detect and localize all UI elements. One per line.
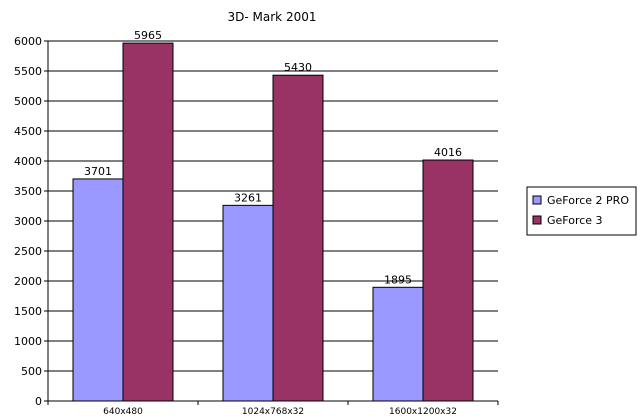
legend: GeForce 2 PRO GeForce 3 [526, 186, 637, 236]
y-tick-label: 6000 [14, 35, 42, 48]
y-tick-label: 1500 [14, 305, 42, 318]
y-tick-label: 3000 [14, 215, 42, 228]
y-tick-label: 5500 [14, 65, 42, 78]
y-tick-label: 1000 [14, 335, 42, 348]
bars-layer: 3701 5965 3261 5430 1895 4016 [72, 29, 474, 402]
bar [222, 204, 274, 402]
y-tick-label: 2500 [14, 245, 42, 258]
legend-label: GeForce 2 PRO [547, 194, 629, 207]
bar [122, 42, 174, 402]
x-tick-label: 640x480 [103, 407, 143, 417]
bar [372, 286, 424, 402]
x-tick-label: 1024x768x32 [242, 407, 304, 417]
y-tick-label: 4000 [14, 155, 42, 168]
legend-swatch [532, 215, 542, 225]
chart-title: 3D- Mark 2001 [228, 10, 317, 24]
bar [72, 178, 124, 402]
data-label: 5965 [134, 29, 162, 42]
legend-label: GeForce 3 [547, 214, 603, 227]
data-label: 5430 [284, 61, 312, 74]
y-tick-label: 0 [35, 395, 42, 408]
data-label: 1895 [384, 273, 412, 286]
y-tick-label: 500 [21, 365, 42, 378]
y-tick-label: 4500 [14, 125, 42, 138]
data-label: 3701 [84, 165, 112, 178]
data-label: 4016 [434, 146, 462, 159]
y-tick-label: 3500 [14, 185, 42, 198]
bar [422, 159, 474, 402]
data-label: 3261 [234, 191, 262, 204]
axes-layer: 0 500 1000 1500 2000 2500 3000 3500 4000 4500 5000… [14, 35, 499, 417]
y-tick-label: 2000 [14, 275, 42, 288]
legend-swatch [532, 195, 542, 205]
x-tick-label: 1600x1200x32 [389, 407, 457, 417]
bar [272, 74, 324, 402]
y-tick-label: 5000 [14, 95, 42, 108]
legend-box [526, 186, 637, 236]
